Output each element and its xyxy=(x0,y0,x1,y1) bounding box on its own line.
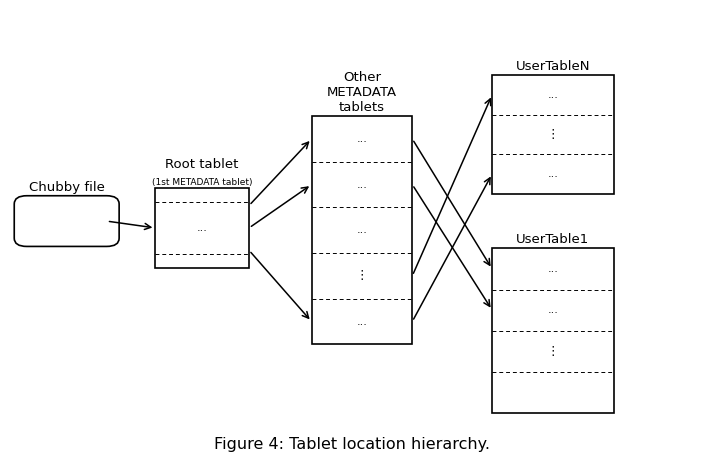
Text: ⋮: ⋮ xyxy=(547,128,559,141)
Text: UserTableN: UserTableN xyxy=(516,60,591,73)
Text: ...: ... xyxy=(548,169,558,179)
Text: UserTable1: UserTable1 xyxy=(516,233,590,246)
Bar xyxy=(311,116,412,345)
Text: ⋮: ⋮ xyxy=(356,269,368,282)
Text: Root tablet: Root tablet xyxy=(165,158,239,171)
Text: ...: ... xyxy=(356,317,368,326)
Text: Figure 4: Tablet location hierarchy.: Figure 4: Tablet location hierarchy. xyxy=(214,438,489,452)
Text: ...: ... xyxy=(197,223,207,233)
Text: ...: ... xyxy=(548,264,558,274)
Bar xyxy=(155,188,249,268)
Text: ...: ... xyxy=(356,179,368,190)
FancyBboxPatch shape xyxy=(14,196,119,246)
Text: Other
METADATA
tablets: Other METADATA tablets xyxy=(327,71,397,114)
Text: ...: ... xyxy=(548,90,558,100)
Text: (1st METADATA tablet): (1st METADATA tablet) xyxy=(152,178,252,186)
Text: ...: ... xyxy=(356,225,368,235)
Bar xyxy=(492,75,614,194)
Bar xyxy=(492,248,614,413)
Text: ⋮: ⋮ xyxy=(547,345,559,358)
Text: Chubby file: Chubby file xyxy=(29,181,105,194)
Text: ...: ... xyxy=(356,134,368,144)
Text: ...: ... xyxy=(548,305,558,315)
